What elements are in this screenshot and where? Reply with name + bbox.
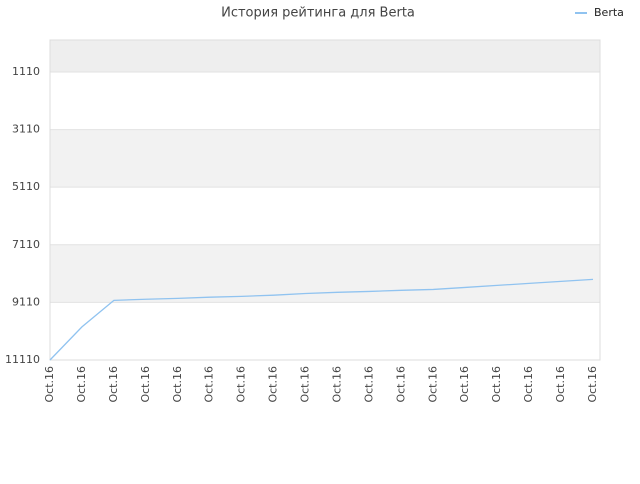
y-tick-label: 9110 <box>12 295 40 308</box>
x-tick-label: Oct.16 <box>490 366 503 403</box>
x-tick-label: Oct.16 <box>426 366 439 403</box>
y-tick-label: 5110 <box>12 180 40 193</box>
plot-border <box>49 39 601 361</box>
band <box>50 129 600 188</box>
y-tick-label: 3110 <box>12 123 40 136</box>
x-tick-label: Oct.16 <box>171 366 184 403</box>
band <box>50 40 600 72</box>
x-tick-label: Oct.16 <box>522 366 535 403</box>
x-tick-label: Oct.16 <box>586 366 599 403</box>
x-tick-label: Oct.16 <box>458 366 471 403</box>
x-tick-label: Oct.16 <box>203 366 216 403</box>
y-tick-label: 11110 <box>5 353 40 366</box>
x-tick-label: Oct.16 <box>299 366 312 403</box>
chart-title: История рейтинга для Berta <box>221 6 415 21</box>
x-tick-label: Oct.16 <box>267 366 280 403</box>
plot-background <box>50 40 600 360</box>
x-tick-label: Oct.16 <box>107 366 120 403</box>
y-tick-label: 1110 <box>12 65 40 78</box>
x-tick-label: Oct.16 <box>554 366 567 403</box>
x-tick-label: Oct.16 <box>75 366 88 403</box>
series-line <box>49 278 594 361</box>
x-tick-label: Oct.16 <box>362 366 375 403</box>
y-tick-label: 7110 <box>12 238 40 251</box>
x-tick-label: Oct.16 <box>394 366 407 403</box>
x-tick-label: Oct.16 <box>43 366 56 403</box>
x-tick-label: Oct.16 <box>330 366 343 403</box>
band <box>50 244 600 303</box>
legend-label: Berta <box>594 6 624 19</box>
x-tick-label: Oct.16 <box>235 366 248 403</box>
x-tick-label: Oct.16 <box>139 366 152 403</box>
